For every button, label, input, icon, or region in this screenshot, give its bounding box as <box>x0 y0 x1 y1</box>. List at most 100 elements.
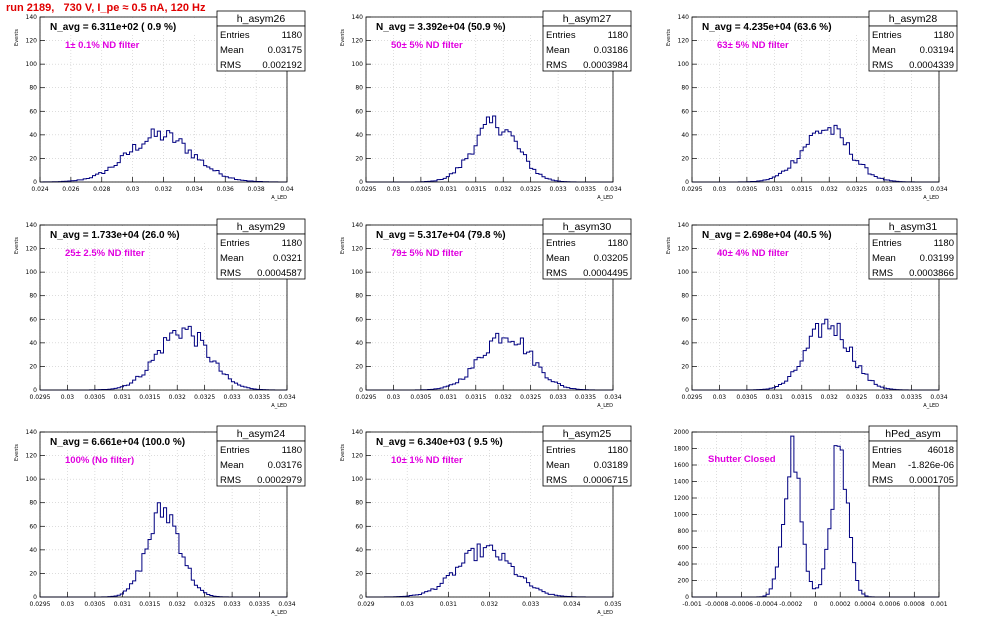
y-tick-label: 40 <box>29 340 37 347</box>
navg-label: N_avg = 4.235e+04 (63.6 %) <box>702 22 832 33</box>
stats-key: Entries <box>872 30 902 41</box>
stats-value: 0.0003866 <box>909 268 954 279</box>
y-tick-label: 40 <box>681 340 689 347</box>
navg-label: N_avg = 1.733e+04 (26.0 %) <box>50 230 180 241</box>
navg-box <box>372 226 534 242</box>
histogram-line <box>40 325 288 391</box>
stats-title: hPed_asym <box>885 428 941 440</box>
y-tick-label: 1800 <box>674 446 689 453</box>
plot-frame <box>365 431 614 598</box>
x-tick-label: 0 <box>814 601 818 608</box>
x-tick-label: 0.033 <box>224 601 241 608</box>
stats-key: RMS <box>546 268 567 279</box>
y-tick-label: 2000 <box>674 429 689 436</box>
y-tick-label: 140 <box>678 222 690 229</box>
y-tick-label: 60 <box>355 523 363 530</box>
stats-key: Mean <box>220 253 244 264</box>
y-tick-label: 600 <box>678 545 690 552</box>
y-tick-label: 40 <box>29 132 37 139</box>
x-tick-label: 0.029 <box>357 601 374 608</box>
x-tick-label: 0.031 <box>114 394 131 401</box>
y-tick-label: 100 <box>26 476 38 483</box>
x-tick-label: 0.033 <box>224 394 241 401</box>
x-tick-label: 0.0325 <box>194 394 215 401</box>
navg-label: N_avg = 6.340e+03 ( 9.5 %) <box>376 437 503 448</box>
stats-key: Entries <box>546 30 576 41</box>
y-tick-label: 60 <box>355 108 363 115</box>
stats-title: h_asym25 <box>563 428 612 440</box>
y-tick-label: 80 <box>29 85 37 92</box>
stats-box <box>216 440 306 487</box>
y-axis-label: Events <box>340 444 346 461</box>
y-tick-label: 100 <box>352 269 364 276</box>
stats-key: RMS <box>546 60 567 71</box>
filter-note: 100% (No filter) <box>65 455 134 466</box>
y-tick-label: 0 <box>685 594 689 601</box>
x-tick-label: 0.001 <box>930 601 947 608</box>
stats-key: RMS <box>220 475 241 486</box>
stats-key: Mean <box>872 253 896 264</box>
stats-box <box>868 440 958 487</box>
y-tick-label: 120 <box>678 38 690 45</box>
x-tick-label: -0.0006 <box>730 601 753 608</box>
x-axis-label: A_LED <box>923 195 939 201</box>
histogram-pad-h_asym30: 0.0295 0.03 0.0305 0.031 0.0315 0.032 0.0325 0.… <box>340 218 632 409</box>
navg-label: N_avg = 5.317e+04 (79.8 %) <box>376 230 506 241</box>
stats-value: 1180 <box>282 445 302 456</box>
stats-value: 0.03205 <box>594 253 628 264</box>
y-tick-label: 20 <box>681 363 689 370</box>
filter-note: 40± 4% ND filter <box>717 248 789 259</box>
x-tick-label: 0.034 <box>604 394 621 401</box>
y-tick-label: 140 <box>352 429 364 436</box>
y-tick-label: 100 <box>678 269 690 276</box>
y-tick-label: 100 <box>352 61 364 68</box>
x-tick-label: 0.0295 <box>30 601 51 608</box>
stats-value: 0.03189 <box>594 460 628 471</box>
y-tick-label: 140 <box>26 429 38 436</box>
x-tick-label: 0.0295 <box>682 394 703 401</box>
x-axis-label: A_LED <box>597 403 613 409</box>
y-tick-label: 0 <box>359 387 363 394</box>
y-tick-label: 120 <box>352 453 364 460</box>
stats-key: Entries <box>546 445 576 456</box>
plot-frame <box>365 224 614 391</box>
histogram-pad-h_asym31: 0.0295 0.03 0.0305 0.031 0.0315 0.032 0.0325 0.… <box>666 218 958 409</box>
stats-value: 0.0004339 <box>909 60 954 71</box>
x-tick-label: 0.03 <box>61 394 75 401</box>
plot-frame <box>39 16 288 183</box>
x-tick-label: 0.03 <box>400 601 414 608</box>
x-tick-label: 0.031 <box>440 601 457 608</box>
y-tick-label: 100 <box>26 61 38 68</box>
stats-value: 0.0004495 <box>583 268 628 279</box>
x-tick-label: 0.0325 <box>194 601 215 608</box>
histogram-pad-h_asym29: 0.0295 0.03 0.0305 0.031 0.0315 0.032 0.0325 0.… <box>14 218 306 409</box>
stats-key: Mean <box>872 45 896 56</box>
navg-box <box>46 18 208 34</box>
stats-key: Entries <box>546 238 576 249</box>
stats-box <box>868 25 958 72</box>
histogram-pad-h_asym26: 0.024 0.026 0.028 0.03 0.032 0.034 0.036 0.038 0… <box>14 10 306 201</box>
x-tick-label: 0.024 <box>31 186 48 193</box>
navg-box <box>46 226 208 242</box>
y-tick-label: 100 <box>678 61 690 68</box>
histogram-pad-h_asym25: 0.029 0.03 0.031 0.032 0.033 0.034 0.035 0 20 40 6… <box>340 425 632 616</box>
x-tick-label: 0.033 <box>550 186 567 193</box>
x-tick-label: 0.031 <box>766 186 783 193</box>
x-tick-label: 0.034 <box>563 601 580 608</box>
stats-key: Entries <box>220 445 250 456</box>
x-tick-label: -0.0002 <box>779 601 802 608</box>
histogram-line <box>366 115 613 183</box>
x-tick-label: 0.032 <box>155 186 172 193</box>
x-tick-label: 0.0335 <box>575 186 596 193</box>
page-title: run 2189, 730 V, I_pe ≈ 0.5 nA, 120 Hz <box>6 2 206 14</box>
navg-box <box>372 433 534 449</box>
stats-title: h_asym27 <box>563 13 612 25</box>
stats-value: 1180 <box>282 238 302 249</box>
y-axis-label: Events <box>14 444 20 461</box>
x-tick-label: 0.033 <box>522 601 539 608</box>
x-tick-label: 0.03 <box>713 394 727 401</box>
stats-key: Entries <box>872 238 902 249</box>
y-tick-label: 80 <box>355 293 363 300</box>
x-tick-label: 0.0305 <box>410 186 431 193</box>
x-tick-label: 0.032 <box>821 186 838 193</box>
